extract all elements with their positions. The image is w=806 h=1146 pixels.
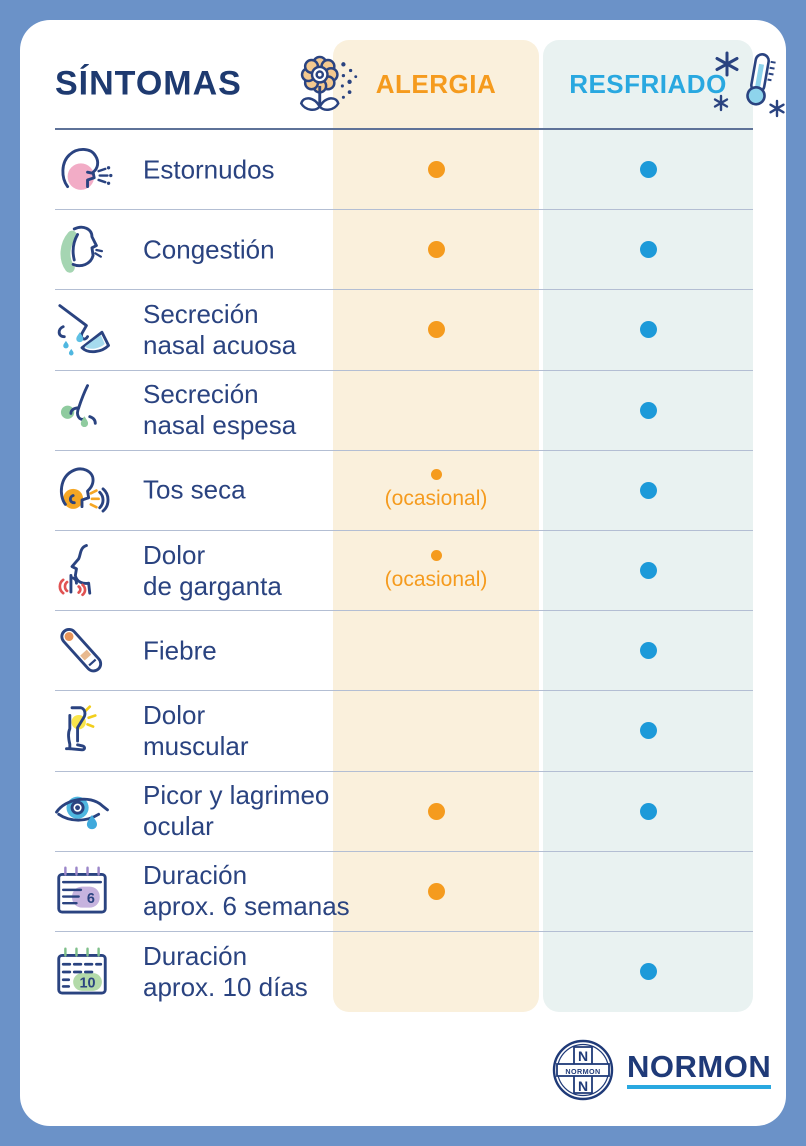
resfriado-dot [639,722,657,740]
congestion-icon [51,219,113,281]
table-row: Dolor muscular (ocasional) [55,691,753,772]
symptom-label: Congestión [143,234,275,265]
calendar-number: 10 [80,975,96,991]
emblem-banner-text: NORMON [565,1067,600,1076]
alergia-dot [430,469,442,481]
table-row: Picor y lagrimeo ocular (ocasional) [55,772,753,852]
resfriado-dot [639,241,657,259]
column-header-resfriado: RESFRIADO [569,68,727,99]
resfriado-cell [543,451,753,530]
resfriado-dot [639,481,657,499]
thick-nasal-discharge-icon [51,379,113,441]
alergia-dot [430,549,442,561]
alergia-dot [427,882,445,900]
alergia-cell: (ocasional) [333,772,539,851]
table-header: SÍNTOMAS [55,40,785,130]
alergia-dot [427,321,445,339]
calendar-10-days-icon: 10 [51,941,113,1003]
resfriado-cell [543,691,753,770]
table-row: Fiebre (ocasional) [55,611,753,692]
emblem-letter-bottom: N [578,1078,588,1094]
resfriado-dot [639,401,657,419]
resfriado-cell [543,210,753,289]
resfriado-column-background [543,40,753,1012]
table-row: Tos seca (ocasional) [55,451,753,531]
table-row: Dolor de garganta (ocasional) [55,531,753,612]
table-row: Secreción nasal espesa (ocasional) [55,371,753,451]
flower-pollen-icon [293,52,365,124]
brand-wordmark: NORMON [627,1051,772,1089]
alergia-cell: (ocasional) [333,451,539,530]
alergia-cell: (ocasional) [333,371,539,450]
resfriado-dot [639,642,657,660]
thermometer-snowflakes-icon [707,46,791,130]
symptom-label: Duración aprox. 6 semanas [143,860,350,922]
alergia-dot [427,802,445,820]
calendar-number: 6 [87,891,95,907]
symptom-label: Picor y lagrimeo ocular [143,779,330,842]
table-row: Estornudos (ocasional) [55,130,753,211]
resfriado-cell [543,371,753,450]
fever-thermometer-icon [51,620,113,682]
brand-footer: N NORMON N NORMON [551,1038,772,1102]
alergia-cell: (ocasional) [333,611,539,690]
calendar-6-weeks-icon: 6 [51,860,113,922]
alergia-dot [427,241,445,259]
symptom-label: Fiebre [143,635,217,666]
resfriado-dot [639,802,657,820]
ocasional-label: (ocasional) [384,567,488,591]
column-header-alergia: ALERGIA [375,68,497,99]
watery-nasal-discharge-icon [51,299,113,361]
sore-throat-icon [51,540,113,602]
symptoms-table: Estornudos (ocasional) Co [55,130,753,1012]
ocasional-label: (ocasional) [384,487,488,511]
alergia-cell: (ocasional) [333,852,539,931]
resfriado-cell [543,852,753,931]
infographic-card: SÍNTOMAS [20,20,786,1126]
resfriado-cell [543,611,753,690]
resfriado-cell [543,130,753,209]
symptom-label: Secreción nasal espesa [143,378,297,441]
alergia-column-background [333,40,539,1012]
resfriado-cell [543,290,753,369]
symptom-label: Tos seca [143,474,246,505]
table-row: Congestión (ocasional) [55,210,753,291]
resfriado-dot [639,321,657,339]
alergia-cell: (ocasional) [333,691,539,770]
alergia-cell: (ocasional) [333,290,539,369]
alergia-cell: (ocasional) [333,932,539,1012]
symptom-label: Dolor muscular [143,699,249,761]
page-title: SÍNTOMAS [55,64,242,103]
alergia-cell: (ocasional) [333,210,539,289]
resfriado-cell [543,531,753,610]
muscle-pain-icon [51,700,113,762]
resfriado-cell [543,932,753,1012]
resfriado-cell [543,772,753,851]
normon-emblem-icon: N NORMON N [551,1038,615,1102]
itchy-watery-eyes-icon [51,780,113,842]
table-row: 6 Duración aprox. 6 semanas (ocasional) [55,852,753,932]
alergia-cell: (ocasional) [333,531,539,610]
emblem-letter-top: N [578,1048,588,1064]
alergia-cell: (ocasional) [333,130,539,209]
resfriado-dot [639,161,657,179]
symptom-label: Duración aprox. 10 días [143,940,308,1002]
table-row: 10 Duración aprox. 10 días (ocasional) [55,932,753,1012]
alergia-dot [427,161,445,179]
symptom-label: Estornudos [143,154,275,184]
sneeze-icon [51,139,113,201]
resfriado-dot [639,562,657,580]
symptom-label: Dolor de garganta [143,539,282,601]
dry-cough-icon [51,459,113,521]
resfriado-dot [639,963,657,981]
table-row: Secreción nasal acuosa (ocasional) [55,290,753,371]
symptom-label: Secreción nasal acuosa [143,298,297,360]
